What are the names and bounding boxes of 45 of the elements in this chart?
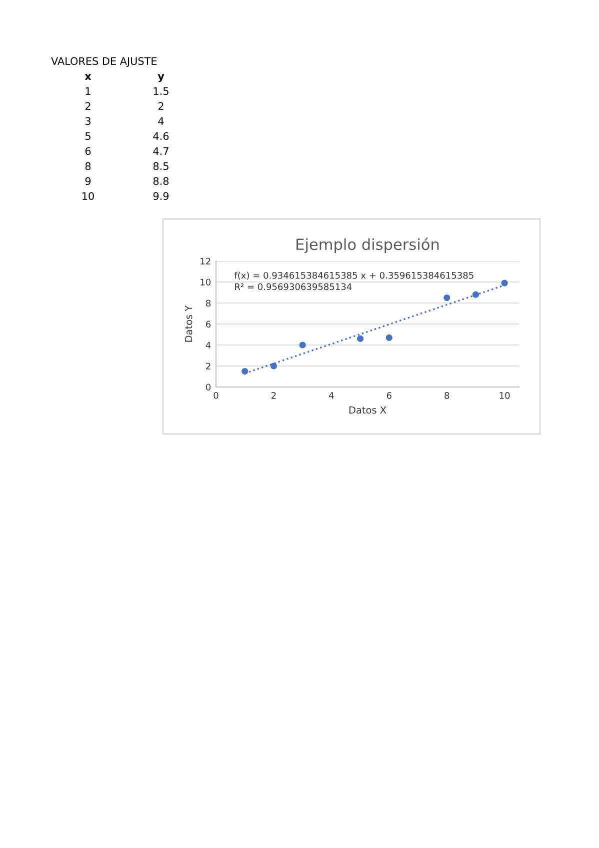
x-tick-label: 10: [500, 392, 510, 399]
text: 8.8: [153, 177, 169, 186]
text: 5: [85, 132, 90, 140]
y-tick-label: 0: [206, 384, 211, 391]
text: VALORES DE AJUSTE: [51, 57, 157, 67]
x-tick-label: 6: [386, 392, 392, 399]
chart-title: Ejemplo dispersión: [296, 238, 439, 254]
text: 8.5: [153, 162, 168, 170]
point: [270, 362, 278, 370]
x-tick-label: 0: [214, 392, 218, 399]
point: [299, 342, 306, 348]
text: 6: [85, 147, 91, 156]
annotation: f(x) = 0.934615384615385 x + 0.359615384615385: [234, 272, 474, 280]
text: x: [84, 74, 92, 80]
point: [472, 291, 480, 298]
text: 9: [85, 177, 91, 186]
text: 9.9: [153, 192, 169, 200]
x-tick-label: 4: [329, 392, 334, 399]
y-tick-label: 10: [200, 278, 211, 286]
annotation: R² = 0.956930639585134: [235, 283, 352, 290]
text: 1: [86, 87, 90, 95]
text: 1.5: [154, 87, 168, 96]
point: [386, 334, 392, 341]
y-tick-label: 12: [200, 258, 210, 264]
point: [356, 335, 364, 342]
text: 4: [158, 117, 164, 125]
y-tick-label: 2: [206, 362, 210, 370]
text: 2: [158, 102, 164, 110]
y-axis-title: Datos Y: [184, 305, 192, 342]
y-tick-label: 6: [206, 320, 211, 328]
point: [501, 280, 508, 286]
text: 4.7: [153, 147, 168, 155]
text: 4.6: [153, 132, 169, 140]
text: 10: [82, 192, 94, 200]
x-tick-label: 8: [444, 392, 450, 399]
x-tick-label: 2: [272, 392, 276, 399]
point: [242, 368, 248, 375]
text: y: [158, 74, 164, 82]
text: 3: [85, 117, 90, 126]
y-tick-label: 8: [206, 300, 211, 307]
x-axis-title: Datos X: [349, 406, 386, 414]
point: [444, 294, 450, 302]
text: 8: [85, 162, 91, 170]
y-tick-label: 4: [206, 342, 211, 348]
text: 2: [85, 102, 90, 110]
